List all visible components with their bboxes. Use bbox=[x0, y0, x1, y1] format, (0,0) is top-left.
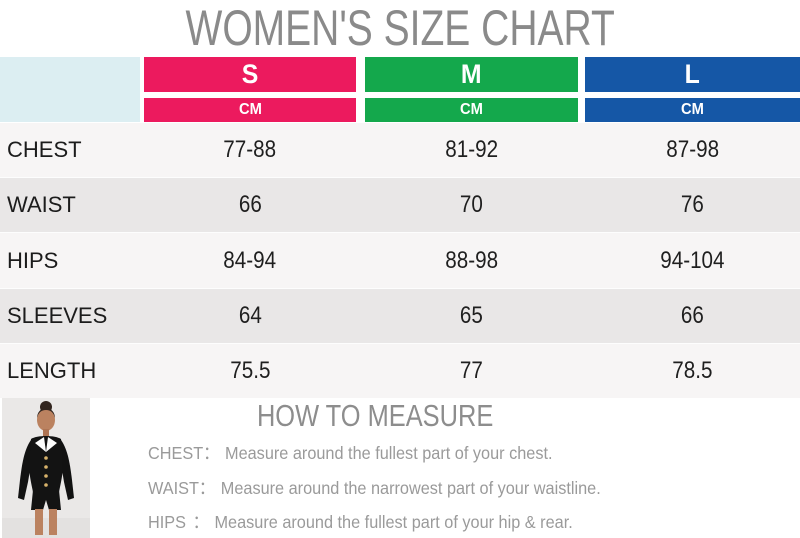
unit-header-m: CM bbox=[365, 98, 578, 122]
instruction-text: Measure around the fullest part of your … bbox=[225, 443, 553, 463]
how-to-measure-title: HOW TO MEASURE bbox=[256, 398, 494, 433]
table-row-waist: WAIST 66 70 76 bbox=[0, 177, 800, 233]
cell-length-l: 78.5 bbox=[672, 356, 713, 384]
table-row-length: LENGTH 75.5 77 78.5 bbox=[0, 342, 800, 399]
cell-hips-m: 88-98 bbox=[445, 246, 498, 274]
measure-instruction-hips: HIPS： Measure around the fullest part of … bbox=[148, 512, 573, 532]
table-corner-cell bbox=[0, 57, 140, 122]
cell-waist-m: 70 bbox=[460, 191, 483, 219]
unit-header-l: CM bbox=[585, 98, 800, 122]
cell-length-s: 75.5 bbox=[229, 356, 271, 384]
instruction-label: CHEST bbox=[148, 443, 204, 463]
instruction-label: WAIST bbox=[148, 478, 199, 498]
cell-waist-s: 66 bbox=[238, 191, 262, 219]
cell-sleeves-m: 65 bbox=[460, 301, 483, 329]
size-header-m: M bbox=[365, 57, 578, 92]
cell-chest-s: 77-88 bbox=[223, 136, 277, 164]
measure-instruction-waist: WAIST： Measure around the narrowest part … bbox=[148, 478, 601, 498]
row-label: CHEST bbox=[7, 137, 82, 163]
model-photo-illustration bbox=[2, 398, 90, 538]
cell-hips-s: 84-94 bbox=[223, 246, 277, 274]
cell-sleeves-s: 64 bbox=[238, 301, 262, 329]
instruction-label: HIPS bbox=[148, 512, 186, 532]
cell-length-m: 77 bbox=[460, 356, 483, 384]
instruction-text: Measure around the narrowest part of you… bbox=[220, 478, 601, 498]
row-label: SLEEVES bbox=[7, 302, 108, 328]
size-header-l: L bbox=[585, 57, 800, 92]
row-label: HIPS bbox=[7, 247, 59, 273]
cell-hips-l: 94-104 bbox=[660, 246, 725, 274]
size-header-s: S bbox=[144, 57, 356, 92]
cell-sleeves-l: 66 bbox=[681, 301, 704, 329]
table-row-chest: CHEST 77-88 81-92 87-98 bbox=[0, 123, 800, 178]
model-photo bbox=[2, 398, 90, 538]
cell-chest-l: 87-98 bbox=[666, 136, 719, 164]
table-row-hips: HIPS 84-94 88-98 94-104 bbox=[0, 232, 800, 288]
cell-waist-l: 76 bbox=[681, 191, 704, 219]
unit-header-s: CM bbox=[144, 98, 356, 122]
table-row-sleeves: SLEEVES 64 65 66 bbox=[0, 287, 800, 343]
cell-chest-m: 81-92 bbox=[445, 136, 498, 164]
row-label: LENGTH bbox=[7, 357, 97, 383]
instruction-text: Measure around the fullest part of your … bbox=[214, 512, 573, 532]
measure-instruction-chest: CHEST： Measure around the fullest part of… bbox=[148, 443, 553, 463]
row-label: WAIST bbox=[7, 192, 76, 218]
size-table-body: CHEST 77-88 81-92 87-98 WAIST 66 70 76 H… bbox=[0, 123, 800, 399]
page-title: WOMEN'S SIZE CHART bbox=[185, 0, 615, 56]
